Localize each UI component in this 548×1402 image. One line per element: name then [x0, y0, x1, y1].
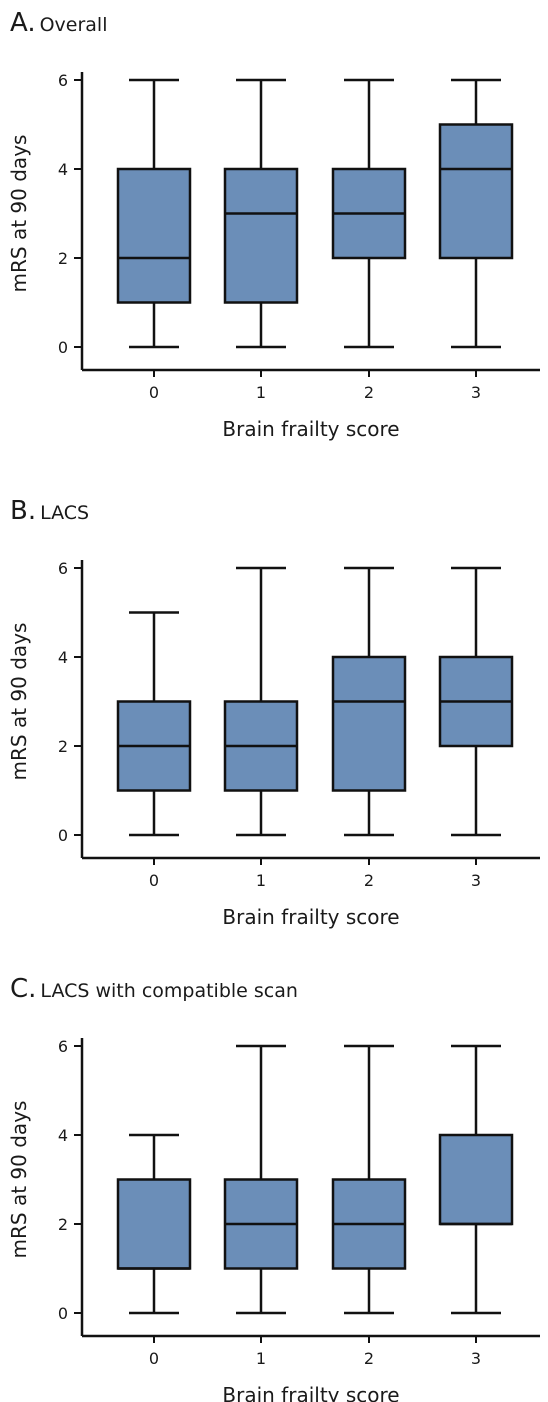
- y-axis-label: mRS at 90 days: [7, 623, 31, 781]
- box-group: [438, 1044, 514, 1315]
- y-tick-label: 4: [58, 1126, 68, 1145]
- x-axis-label: Brain frailty score: [222, 905, 399, 929]
- box-group: [116, 611, 192, 837]
- panel-c: C. LACS with compatible scan 0 2 4 6 0 1 2 3 Brai…: [0, 966, 548, 1402]
- box-group: [223, 566, 299, 837]
- chart-title: LACS with compatible scan: [40, 980, 298, 1002]
- x-tick-label: 2: [364, 871, 374, 890]
- panel-letter: C.: [10, 974, 37, 1004]
- y-tick-label: 6: [58, 1037, 68, 1056]
- iqr-box: [116, 167, 192, 304]
- panel-letter: A.: [10, 8, 36, 38]
- x-tick-label: 3: [471, 1349, 481, 1368]
- boxplot-chart: 0 2 4 6 0 1 2 3 Brain frailty score mRS at 90 day…: [7, 559, 540, 929]
- y-axis-label: mRS at 90 days: [7, 135, 31, 293]
- box-group: [116, 78, 192, 349]
- iqr-box: [223, 167, 299, 304]
- iqr-box: [438, 1133, 514, 1226]
- box-group: [438, 78, 514, 349]
- iqr-box: [116, 1178, 192, 1270]
- x-tick-label: 0: [149, 1349, 159, 1368]
- box-group: [438, 566, 514, 837]
- x-tick-label: 3: [471, 383, 481, 402]
- x-tick-label: 2: [364, 1349, 374, 1368]
- y-tick-label: 6: [58, 71, 68, 90]
- panel-title: B. LACS: [10, 496, 89, 526]
- box-group: [331, 1044, 407, 1315]
- box-group: [331, 78, 407, 349]
- x-axis-label: Brain frailty score: [222, 417, 399, 441]
- iqr-box: [331, 655, 407, 792]
- boxplot-chart: 0 2 4 6 0 1 2 3 Brain frailty score mRS at 90 day…: [7, 1037, 540, 1402]
- y-tick-label: 0: [58, 826, 68, 845]
- box-group: [116, 1133, 192, 1315]
- y-axis-label: mRS at 90 days: [7, 1101, 31, 1259]
- panel-letter: B.: [10, 496, 37, 526]
- iqr-box: [438, 123, 514, 260]
- y-tick-label: 2: [58, 737, 68, 756]
- panel-title: C. LACS with compatible scan: [10, 974, 298, 1004]
- y-tick-label: 0: [58, 338, 68, 357]
- box-group: [223, 1044, 299, 1315]
- box-group: [331, 566, 407, 837]
- panel-title: A. Overall: [10, 8, 108, 38]
- chart-title: LACS: [40, 502, 90, 524]
- x-tick-label: 1: [256, 383, 266, 402]
- y-tick-label: 4: [58, 648, 68, 667]
- x-tick-label: 0: [149, 383, 159, 402]
- x-tick-label: 2: [364, 383, 374, 402]
- x-tick-label: 0: [149, 871, 159, 890]
- y-tick-label: 2: [58, 249, 68, 268]
- y-tick-label: 6: [58, 559, 68, 578]
- boxplot-chart: 0 2 4 6 0 1 2 3 Brain frailty score mRS at 90 day…: [7, 71, 540, 441]
- y-tick-label: 4: [58, 160, 68, 179]
- y-tick-label: 2: [58, 1215, 68, 1234]
- x-tick-label: 1: [256, 1349, 266, 1368]
- x-axis-label: Brain frailty score: [222, 1383, 399, 1402]
- y-tick-label: 0: [58, 1304, 68, 1323]
- panel-a: A. Overall 0 2 4 6 0 1 2 3 Brain frailty score mRS…: [0, 0, 548, 470]
- x-tick-label: 3: [471, 871, 481, 890]
- panel-b: B. LACS 0 2 4 6 0 1 2 3 Brain frailty score mRS at…: [0, 488, 548, 958]
- x-tick-label: 1: [256, 871, 266, 890]
- box-group: [223, 78, 299, 349]
- chart-title: Overall: [39, 14, 108, 36]
